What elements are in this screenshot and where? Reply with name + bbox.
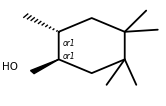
Polygon shape — [31, 59, 59, 74]
Text: HO: HO — [2, 62, 18, 72]
Text: or1: or1 — [63, 40, 76, 48]
Text: or1: or1 — [63, 52, 76, 61]
